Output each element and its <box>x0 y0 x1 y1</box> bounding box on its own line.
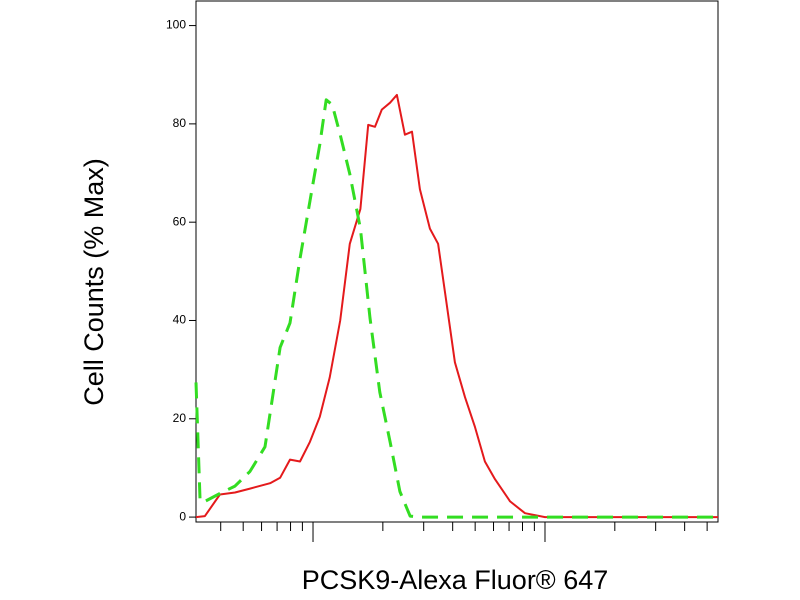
y-tick-label: 60 <box>173 214 187 228</box>
y-tick-label: 100 <box>166 18 186 32</box>
plot-frame <box>195 0 719 523</box>
y-tick-label: 80 <box>173 116 187 130</box>
y-tick-label: 0 <box>179 509 186 523</box>
x-axis-title: PCSK9-Alexa Fluor® 647 <box>302 565 609 595</box>
series-line <box>194 98 718 519</box>
series-line <box>195 93 718 519</box>
y-axis-title: Cell Counts (% Max) <box>79 158 109 406</box>
y-tick-label: 20 <box>173 411 187 425</box>
y-tick-label: 40 <box>173 313 187 327</box>
